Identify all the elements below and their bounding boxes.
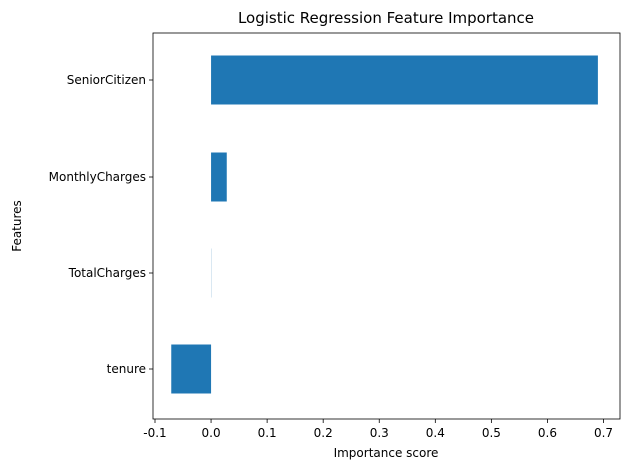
- bar-seniorcitizen: [211, 55, 598, 105]
- y-axis-label: Features: [10, 200, 24, 252]
- x-tick-label-2: 0.1: [258, 426, 277, 440]
- x-tick-label-4: 0.3: [370, 426, 389, 440]
- y-tick-label-tenure: tenure: [107, 362, 146, 376]
- x-tick-label-6: 0.5: [482, 426, 501, 440]
- chart-title: Logistic Regression Feature Importance: [238, 9, 534, 27]
- y-tick-label-monthlycharges: MonthlyCharges: [49, 170, 146, 184]
- x-tick-label-1: 0.0: [202, 426, 221, 440]
- axes-frame: [152, 32, 621, 420]
- y-tick-label-seniorcitizen: SeniorCitizen: [67, 73, 146, 87]
- x-tick-label-3: 0.2: [314, 426, 333, 440]
- y-tick-label-totalcharges: TotalCharges: [68, 266, 146, 280]
- x-tick-label-5: 0.4: [426, 426, 445, 440]
- x-tick-label-0: -0.1: [143, 426, 166, 440]
- bar-tenure: [171, 344, 212, 394]
- x-tick-label-7: 0.6: [538, 426, 557, 440]
- x-tick-label-8: 0.7: [594, 426, 613, 440]
- x-axis-label: Importance score: [334, 446, 439, 460]
- bar-monthlycharges: [211, 152, 227, 202]
- plot-area: SeniorCitizen MonthlyCharges TotalCharges t…: [49, 32, 621, 440]
